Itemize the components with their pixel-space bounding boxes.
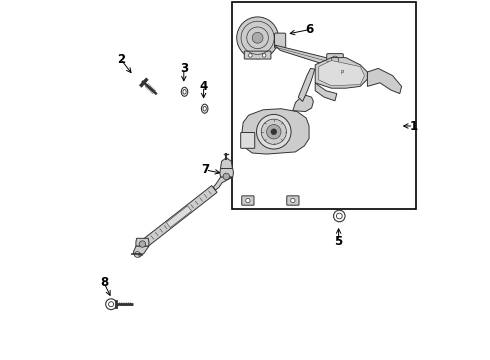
Circle shape [248, 54, 252, 57]
Circle shape [261, 119, 286, 144]
Polygon shape [133, 246, 149, 257]
FancyBboxPatch shape [245, 51, 271, 59]
Text: 4: 4 [199, 80, 208, 93]
Polygon shape [298, 68, 315, 102]
Circle shape [257, 114, 291, 149]
Polygon shape [293, 95, 314, 112]
Polygon shape [315, 58, 368, 88]
Text: 1: 1 [410, 120, 417, 132]
Circle shape [223, 173, 229, 180]
Circle shape [291, 198, 295, 203]
Polygon shape [141, 186, 217, 248]
Circle shape [134, 252, 140, 257]
FancyBboxPatch shape [287, 196, 299, 205]
Circle shape [267, 125, 281, 139]
Polygon shape [242, 109, 309, 154]
FancyBboxPatch shape [241, 132, 255, 148]
Polygon shape [220, 158, 232, 168]
Polygon shape [166, 206, 192, 228]
Circle shape [139, 241, 146, 247]
FancyBboxPatch shape [327, 54, 343, 66]
Text: 7: 7 [201, 163, 209, 176]
Polygon shape [213, 177, 232, 190]
Circle shape [271, 129, 277, 135]
Bar [232, 2, 416, 209]
Text: 8: 8 [100, 276, 108, 289]
Circle shape [237, 17, 278, 59]
Polygon shape [220, 168, 233, 177]
FancyBboxPatch shape [242, 196, 254, 205]
Polygon shape [274, 45, 333, 66]
Polygon shape [368, 68, 402, 94]
Text: 5: 5 [335, 235, 343, 248]
Text: P: P [341, 70, 344, 75]
Text: 2: 2 [117, 53, 125, 66]
Text: 6: 6 [306, 23, 314, 36]
Circle shape [262, 54, 266, 57]
FancyBboxPatch shape [274, 33, 286, 48]
Polygon shape [136, 238, 149, 246]
Circle shape [252, 32, 263, 43]
Text: 3: 3 [180, 62, 188, 75]
Polygon shape [319, 60, 365, 86]
Circle shape [245, 198, 250, 203]
Polygon shape [315, 83, 337, 101]
